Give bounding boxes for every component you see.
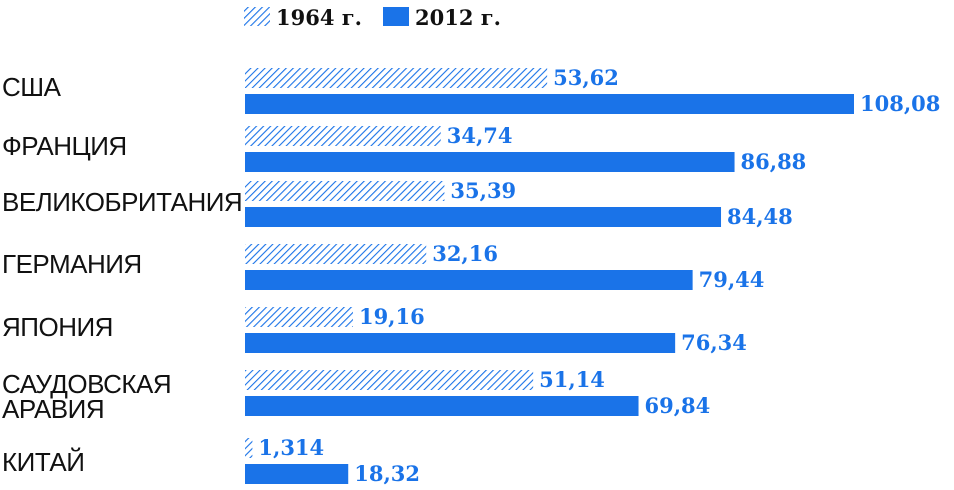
bar-1964	[245, 438, 253, 458]
bar-1964	[245, 307, 353, 327]
bar-2012	[245, 152, 735, 172]
data-label: 51,14	[539, 367, 605, 392]
data-label: 108,08	[860, 91, 940, 116]
category-label: ЯПОНИЯ	[2, 312, 113, 342]
legend: 1964 г. 2012 г.	[244, 5, 501, 30]
legend-label: 1964 г.	[276, 5, 362, 30]
data-label: 34,74	[447, 123, 513, 148]
data-label: 35,39	[450, 178, 516, 203]
bar-1964	[245, 126, 441, 146]
bar-2012	[245, 396, 639, 416]
data-label: 79,44	[699, 267, 765, 292]
bar-2012	[245, 270, 693, 290]
legend-swatch-hatched	[244, 7, 270, 26]
bar-2012	[245, 333, 676, 353]
category-label: США	[2, 72, 62, 102]
bar-1964	[245, 244, 427, 264]
category-label: КИТАЙ	[2, 447, 84, 477]
category-label: САУДОВСКАЯ АРАВИЯ	[2, 369, 171, 424]
data-label: 19,16	[359, 304, 425, 329]
bar-1964	[245, 181, 445, 201]
category-label: ВЕЛИКОБРИТАНИЯ	[2, 187, 242, 217]
data-label: 76,34	[681, 330, 747, 355]
data-label: 1,314	[258, 435, 324, 460]
legend-label: 2012 г.	[415, 5, 501, 30]
data-label: 69,84	[645, 393, 711, 418]
bar-2012	[245, 464, 349, 484]
category-label: ГЕРМАНИЯ	[2, 249, 142, 279]
bar-1964	[245, 370, 534, 390]
data-label: 18,32	[354, 461, 420, 486]
bar-2012	[245, 207, 722, 227]
data-label: 84,48	[727, 204, 793, 229]
legend-swatch-solid	[383, 7, 409, 26]
bar-1964	[245, 68, 548, 88]
data-label: 53,62	[553, 65, 619, 90]
category-label: ФРАНЦИЯ	[2, 131, 127, 161]
category-labels: США ФРАНЦИЯ ВЕЛИКОБРИТАНИЯ ГЕРМАНИЯ ЯПОНИЯ СА…	[2, 72, 243, 477]
bars: 53,62 108,08 34,74 86,88 35,39 84,48 32,16 79,4…	[245, 65, 940, 486]
data-label: 32,16	[432, 241, 498, 266]
bar-2012	[245, 94, 854, 114]
data-label: 86,88	[741, 149, 807, 174]
